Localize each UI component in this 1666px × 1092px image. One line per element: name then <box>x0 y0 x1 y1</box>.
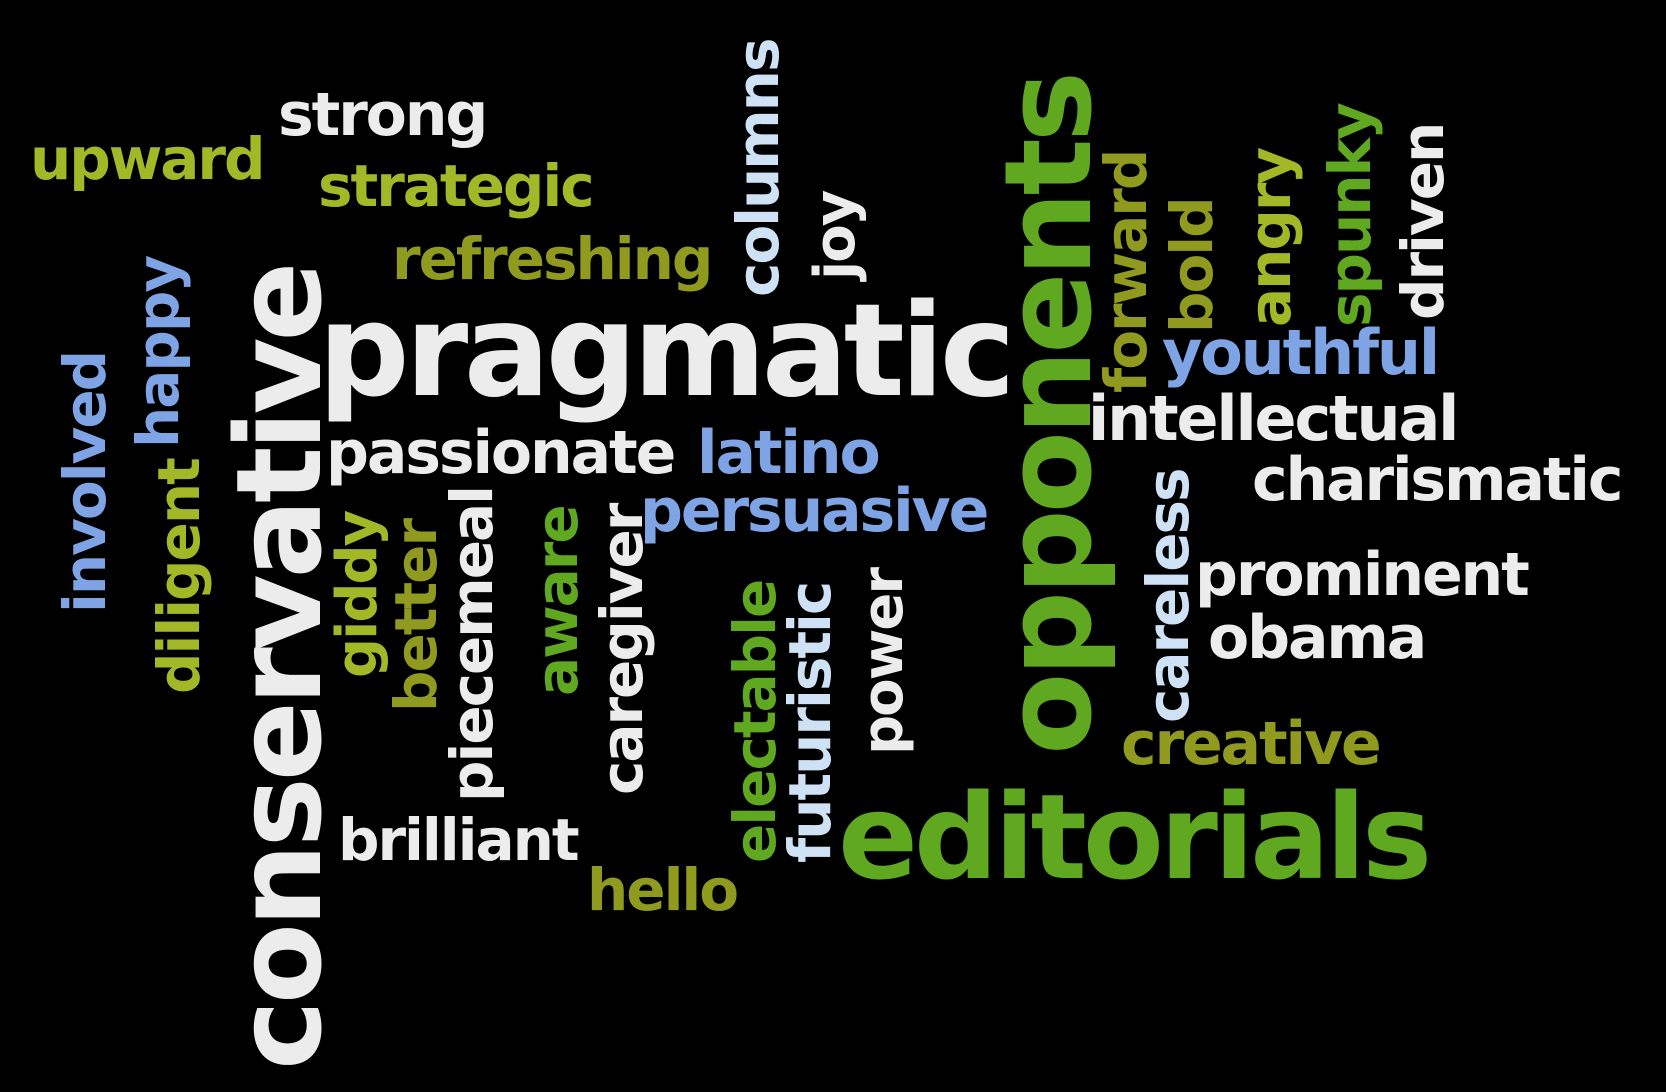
word-involved: involved <box>51 351 119 613</box>
word-pragmatic: pragmatic <box>318 277 1016 426</box>
word-upward: upward <box>30 125 266 193</box>
word-obama: obama <box>1208 603 1427 673</box>
word-brilliant: brilliant <box>338 806 580 874</box>
word-prominent: prominent <box>1195 540 1530 610</box>
word-persuasive: persuasive <box>640 476 989 546</box>
word-conservative: conservative <box>210 265 348 1070</box>
word-angry: angry <box>1236 148 1304 327</box>
word-careless: careless <box>1134 469 1202 723</box>
word-intellectual: intellectual <box>1088 382 1459 455</box>
word-power: power <box>851 568 916 755</box>
word-strategic: strategic <box>318 152 595 220</box>
word-editorials: editorials <box>838 768 1432 906</box>
word-diligent: diligent <box>145 459 213 694</box>
word-better: better <box>382 519 450 712</box>
word-bold: bold <box>1158 198 1226 333</box>
word-strong: strong <box>278 80 488 150</box>
word-joy: joy <box>803 191 868 280</box>
word-happy: happy <box>124 256 192 448</box>
word-futuristic: futuristic <box>776 582 844 863</box>
word-piecemeal: piecemeal <box>438 487 506 802</box>
word-latino: latino <box>697 418 881 488</box>
word-charismatic: charismatic <box>1252 445 1623 515</box>
word-giddy: giddy <box>325 511 390 678</box>
word-columns: columns <box>724 39 792 297</box>
word-refreshing: refreshing <box>392 225 713 293</box>
word-creative: creative <box>1121 709 1382 779</box>
word-hello: hello <box>587 856 739 924</box>
word-passionate: passionate <box>326 418 676 488</box>
word-caregiver: caregiver <box>588 504 656 795</box>
word-driven: driven <box>1389 123 1457 320</box>
word-youthful: youthful <box>1162 316 1440 389</box>
word-spunky: spunky <box>1316 104 1384 327</box>
word-aware: aware <box>523 506 591 696</box>
word-forward: forward <box>1092 150 1160 393</box>
